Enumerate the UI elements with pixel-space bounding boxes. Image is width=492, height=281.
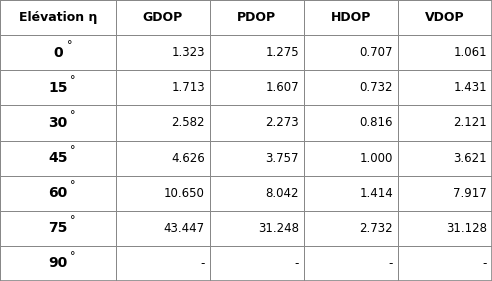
Text: 2.273: 2.273	[265, 116, 299, 130]
Bar	[116, 70, 210, 105]
Text: °: °	[67, 40, 72, 50]
Bar	[304, 105, 398, 140]
Bar	[0, 176, 116, 211]
Bar	[210, 105, 304, 140]
Text: 1.275: 1.275	[265, 46, 299, 59]
Text: 0.707: 0.707	[360, 46, 393, 59]
Bar	[116, 140, 210, 176]
Bar	[304, 211, 398, 246]
Text: 10.650: 10.650	[164, 187, 205, 200]
Bar	[304, 0, 398, 35]
Text: 2.732: 2.732	[359, 222, 393, 235]
Text: Elévation η: Elévation η	[19, 11, 97, 24]
Text: 2.121: 2.121	[453, 116, 487, 130]
Bar	[116, 35, 210, 70]
Bar	[0, 105, 116, 140]
Bar	[398, 176, 492, 211]
Bar	[210, 140, 304, 176]
Bar	[0, 140, 116, 176]
Text: 7.917: 7.917	[453, 187, 487, 200]
Text: 60: 60	[48, 186, 67, 200]
Text: 30: 30	[48, 116, 67, 130]
Text: -: -	[483, 257, 487, 270]
Bar	[0, 0, 116, 35]
Text: -: -	[295, 257, 299, 270]
Text: 1.607: 1.607	[265, 81, 299, 94]
Bar	[210, 70, 304, 105]
Text: -: -	[389, 257, 393, 270]
Bar	[116, 176, 210, 211]
Text: 3.621: 3.621	[454, 151, 487, 165]
Bar	[304, 246, 398, 281]
Text: °: °	[70, 145, 75, 155]
Bar	[398, 0, 492, 35]
Bar	[116, 105, 210, 140]
Bar	[0, 246, 116, 281]
Text: 1.414: 1.414	[359, 187, 393, 200]
Text: 1.431: 1.431	[454, 81, 487, 94]
Text: 31.128: 31.128	[446, 222, 487, 235]
Bar	[398, 211, 492, 246]
Bar	[398, 246, 492, 281]
Bar	[210, 211, 304, 246]
Text: 0.732: 0.732	[360, 81, 393, 94]
Text: 3.757: 3.757	[266, 151, 299, 165]
Bar	[0, 70, 116, 105]
Text: 75: 75	[48, 221, 67, 235]
Text: °: °	[70, 216, 75, 226]
Text: 4.626: 4.626	[171, 151, 205, 165]
Bar	[210, 0, 304, 35]
Bar	[398, 105, 492, 140]
Text: 45: 45	[48, 151, 67, 165]
Text: HDOP: HDOP	[331, 11, 371, 24]
Bar	[398, 35, 492, 70]
Text: 90: 90	[48, 257, 67, 270]
Text: GDOP: GDOP	[143, 11, 183, 24]
Bar	[116, 211, 210, 246]
Text: 1.000: 1.000	[360, 151, 393, 165]
Bar	[116, 246, 210, 281]
Bar	[210, 35, 304, 70]
Text: °: °	[70, 251, 75, 261]
Bar	[0, 35, 116, 70]
Bar	[210, 176, 304, 211]
Text: PDOP: PDOP	[237, 11, 277, 24]
Bar	[116, 0, 210, 35]
Text: 1.713: 1.713	[171, 81, 205, 94]
Text: 43.447: 43.447	[164, 222, 205, 235]
Text: 1.323: 1.323	[171, 46, 205, 59]
Bar	[210, 246, 304, 281]
Bar	[304, 140, 398, 176]
Bar	[304, 70, 398, 105]
Text: 15: 15	[48, 81, 67, 95]
Bar	[398, 70, 492, 105]
Bar	[304, 176, 398, 211]
Text: VDOP: VDOP	[425, 11, 465, 24]
Text: °: °	[70, 110, 75, 120]
Text: 0.816: 0.816	[360, 116, 393, 130]
Text: 2.582: 2.582	[171, 116, 205, 130]
Bar	[0, 211, 116, 246]
Text: °: °	[70, 180, 75, 191]
Bar	[304, 35, 398, 70]
Text: 0: 0	[53, 46, 62, 60]
Text: -: -	[201, 257, 205, 270]
Text: 8.042: 8.042	[266, 187, 299, 200]
Text: 1.061: 1.061	[454, 46, 487, 59]
Text: 31.248: 31.248	[258, 222, 299, 235]
Text: °: °	[70, 75, 75, 85]
Bar	[398, 140, 492, 176]
